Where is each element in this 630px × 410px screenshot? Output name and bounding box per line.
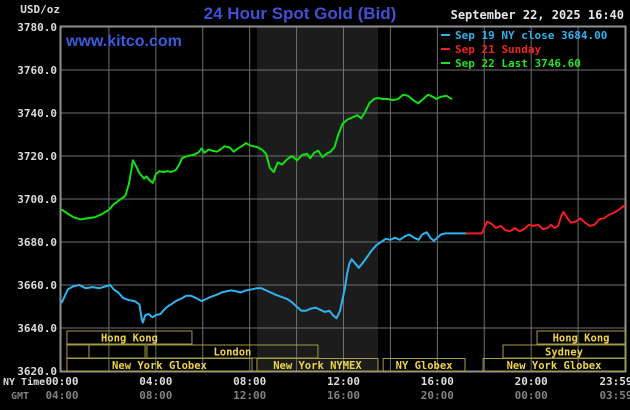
gmt-axis-caption: GMT: [11, 391, 30, 402]
session-bar-label: Hong Kong: [553, 333, 610, 345]
y-tick-label: 3620.0: [17, 364, 57, 378]
session-bar: [536, 330, 626, 345]
y-tick-label: 3700.0: [17, 192, 57, 206]
legend: Sep 19 NY close 3684.00 Sep 21 Sunday Sep …: [441, 28, 607, 70]
session-bar-label: Sydney: [545, 347, 584, 359]
session-bar: [88, 344, 146, 359]
legend-entry-label: Sep 19 NY close 3684.00: [455, 28, 608, 42]
session-bar: [382, 358, 466, 372]
ny-time-tick-label: 12:00: [326, 375, 361, 388]
datetime-label: September 22, 2025 16:40: [450, 8, 624, 22]
page-title: 24 Hour Spot Gold (Bid): [203, 4, 397, 23]
gmt-time-tick-label: 04:00: [45, 389, 79, 402]
y-tick-label: 3660.0: [17, 278, 57, 292]
price-line-1: [465, 204, 626, 235]
gmt-time-tick-label: 00:00: [514, 389, 548, 402]
y-tick-label: 3720.0: [17, 149, 57, 163]
session-bar-label: London: [213, 347, 251, 359]
ny-time-tick-label: 04:00: [139, 375, 173, 388]
y-tick-label: 3640.0: [17, 321, 57, 335]
y-tick-label: 3740.0: [17, 106, 57, 120]
session-bar-label: Hong Kong: [101, 333, 158, 345]
gmt-time-tick-label: 16:00: [326, 389, 361, 402]
ny-time-axis-caption: NY Time: [3, 377, 46, 388]
y-tick-label: 3760.0: [17, 63, 57, 77]
price-line-2: [61, 93, 453, 221]
y-tick-label: 3780.0: [17, 20, 57, 34]
session-bar-label: New York Globex: [507, 360, 603, 372]
session-bar-label: New York NYMEX: [273, 360, 362, 372]
ny-time-tick-label: 00:00: [45, 375, 79, 388]
ny-time-tick-label: 23:59: [599, 375, 630, 388]
legend-swatch-icon: [441, 34, 450, 36]
session-bar-label: New York Globex: [112, 360, 208, 372]
legend-swatch-icon: [441, 62, 450, 64]
session-bar-label: NY Globex: [396, 360, 454, 372]
gmt-time-tick-label: 20:00: [420, 389, 454, 402]
legend-entry: Sep 21 Sunday: [441, 42, 607, 56]
gmt-time-tick-label: 08:00: [139, 389, 173, 402]
session-bar: [66, 344, 90, 359]
session-bar: [256, 358, 379, 372]
ny-time-tick-label: 08:00: [233, 375, 267, 388]
ny-time-tick-label: 20:00: [514, 375, 548, 388]
gmt-time-tick-label: 03:59: [599, 389, 630, 402]
price-line-0: [61, 231, 468, 324]
legend-entry-label: Sep 22 Last 3746.60: [455, 56, 581, 70]
gmt-time-tick-label: 12:00: [233, 389, 267, 402]
session-bar: [66, 330, 193, 345]
session-bar: [482, 358, 626, 372]
legend-entry: Sep 22 Last 3746.60: [441, 56, 607, 70]
y-axis-unit-label: USD/oz: [20, 3, 60, 16]
session-bar: [66, 358, 253, 372]
y-tick-label: 3680.0: [17, 235, 57, 249]
ny-time-tick-label: 16:00: [420, 375, 454, 388]
kitco-watermark-link[interactable]: www.kitco.com: [66, 33, 182, 50]
legend-entry: Sep 19 NY close 3684.00: [441, 28, 607, 42]
legend-entry-label: Sep 21 Sunday: [455, 42, 542, 56]
legend-swatch-icon: [441, 48, 450, 50]
